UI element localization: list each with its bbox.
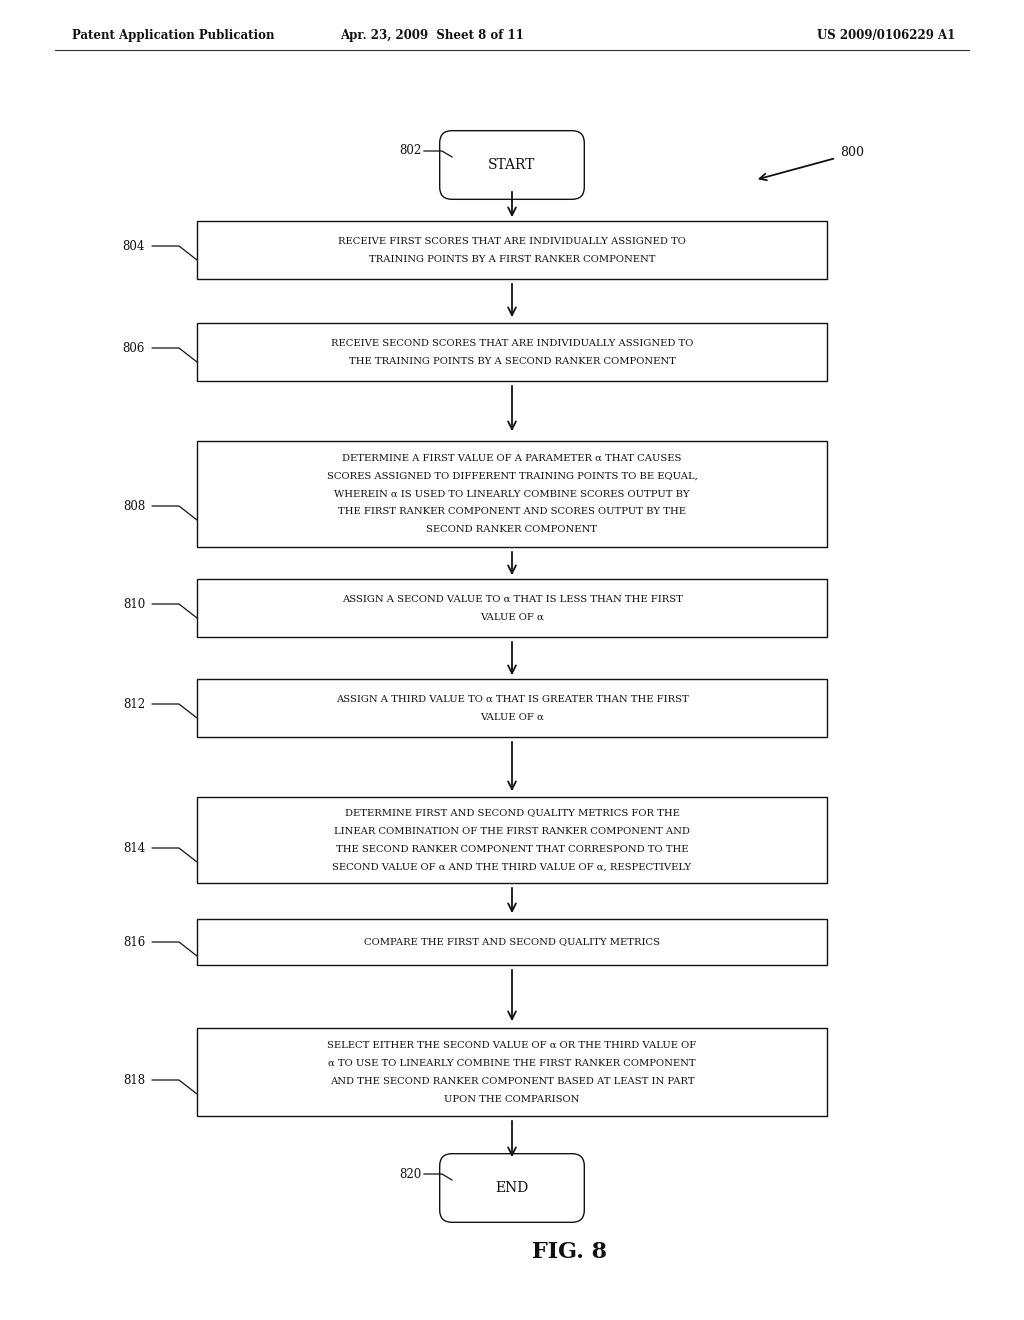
Bar: [197, 323, 827, 381]
Text: DETERMINE A FIRST VALUE OF A PARAMETER α THAT CAUSES: DETERMINE A FIRST VALUE OF A PARAMETER α…: [342, 454, 682, 462]
Bar: [197, 797, 827, 883]
Text: UPON THE COMPARISON: UPON THE COMPARISON: [444, 1094, 580, 1104]
Text: SECOND RANKER COMPONENT: SECOND RANKER COMPONENT: [427, 525, 597, 535]
Text: SELECT EITHER THE SECOND VALUE OF α OR THE THIRD VALUE OF: SELECT EITHER THE SECOND VALUE OF α OR T…: [328, 1040, 696, 1049]
Text: COMPARE THE FIRST AND SECOND QUALITY METRICS: COMPARE THE FIRST AND SECOND QUALITY MET…: [364, 937, 660, 946]
Text: VALUE OF α: VALUE OF α: [480, 713, 544, 722]
FancyBboxPatch shape: [439, 1154, 585, 1222]
Text: SECOND VALUE OF α AND THE THIRD VALUE OF α, RESPECTIVELY: SECOND VALUE OF α AND THE THIRD VALUE OF…: [333, 862, 691, 871]
Text: 808: 808: [123, 499, 145, 512]
Text: ASSIGN A SECOND VALUE TO α THAT IS LESS THAN THE FIRST: ASSIGN A SECOND VALUE TO α THAT IS LESS …: [342, 594, 682, 603]
Bar: [197, 579, 827, 638]
Text: ASSIGN A THIRD VALUE TO α THAT IS GREATER THAN THE FIRST: ASSIGN A THIRD VALUE TO α THAT IS GREATE…: [336, 694, 688, 704]
Text: VALUE OF α: VALUE OF α: [480, 612, 544, 622]
Text: RECEIVE SECOND SCORES THAT ARE INDIVIDUALLY ASSIGNED TO: RECEIVE SECOND SCORES THAT ARE INDIVIDUA…: [331, 338, 693, 347]
Text: α TO USE TO LINEARLY COMBINE THE FIRST RANKER COMPONENT: α TO USE TO LINEARLY COMBINE THE FIRST R…: [328, 1059, 696, 1068]
Bar: [197, 441, 827, 546]
Text: 800: 800: [840, 145, 864, 158]
Text: Apr. 23, 2009  Sheet 8 of 11: Apr. 23, 2009 Sheet 8 of 11: [340, 29, 524, 41]
Text: END: END: [496, 1181, 528, 1195]
Text: THE FIRST RANKER COMPONENT AND SCORES OUTPUT BY THE: THE FIRST RANKER COMPONENT AND SCORES OU…: [338, 507, 686, 516]
Text: THE SECOND RANKER COMPONENT THAT CORRESPOND TO THE: THE SECOND RANKER COMPONENT THAT CORRESP…: [336, 845, 688, 854]
Text: 814: 814: [123, 842, 145, 854]
Text: SCORES ASSIGNED TO DIFFERENT TRAINING POINTS TO BE EQUAL,: SCORES ASSIGNED TO DIFFERENT TRAINING PO…: [327, 471, 697, 480]
Text: 818: 818: [123, 1073, 145, 1086]
Text: 820: 820: [399, 1167, 422, 1180]
Text: 806: 806: [123, 342, 145, 355]
Text: 804: 804: [123, 239, 145, 252]
Bar: [197, 919, 827, 965]
Text: 816: 816: [123, 936, 145, 949]
FancyBboxPatch shape: [439, 131, 585, 199]
Text: THE TRAINING POINTS BY A SECOND RANKER COMPONENT: THE TRAINING POINTS BY A SECOND RANKER C…: [348, 356, 676, 366]
Text: US 2009/0106229 A1: US 2009/0106229 A1: [817, 29, 955, 41]
Text: 810: 810: [123, 598, 145, 610]
Text: WHEREIN α IS USED TO LINEARLY COMBINE SCORES OUTPUT BY: WHEREIN α IS USED TO LINEARLY COMBINE SC…: [334, 490, 690, 499]
Text: AND THE SECOND RANKER COMPONENT BASED AT LEAST IN PART: AND THE SECOND RANKER COMPONENT BASED AT…: [330, 1077, 694, 1085]
Text: Patent Application Publication: Patent Application Publication: [72, 29, 274, 41]
Text: START: START: [488, 158, 536, 172]
Text: TRAINING POINTS BY A FIRST RANKER COMPONENT: TRAINING POINTS BY A FIRST RANKER COMPON…: [369, 255, 655, 264]
Bar: [197, 1028, 827, 1115]
Text: 812: 812: [123, 697, 145, 710]
Text: RECEIVE FIRST SCORES THAT ARE INDIVIDUALLY ASSIGNED TO: RECEIVE FIRST SCORES THAT ARE INDIVIDUAL…: [338, 236, 686, 246]
Text: FIG. 8: FIG. 8: [532, 1241, 607, 1263]
Bar: [197, 678, 827, 737]
Text: 802: 802: [399, 144, 422, 157]
Text: DETERMINE FIRST AND SECOND QUALITY METRICS FOR THE: DETERMINE FIRST AND SECOND QUALITY METRI…: [344, 808, 680, 817]
Bar: [197, 220, 827, 279]
Text: LINEAR COMBINATION OF THE FIRST RANKER COMPONENT AND: LINEAR COMBINATION OF THE FIRST RANKER C…: [334, 826, 690, 836]
